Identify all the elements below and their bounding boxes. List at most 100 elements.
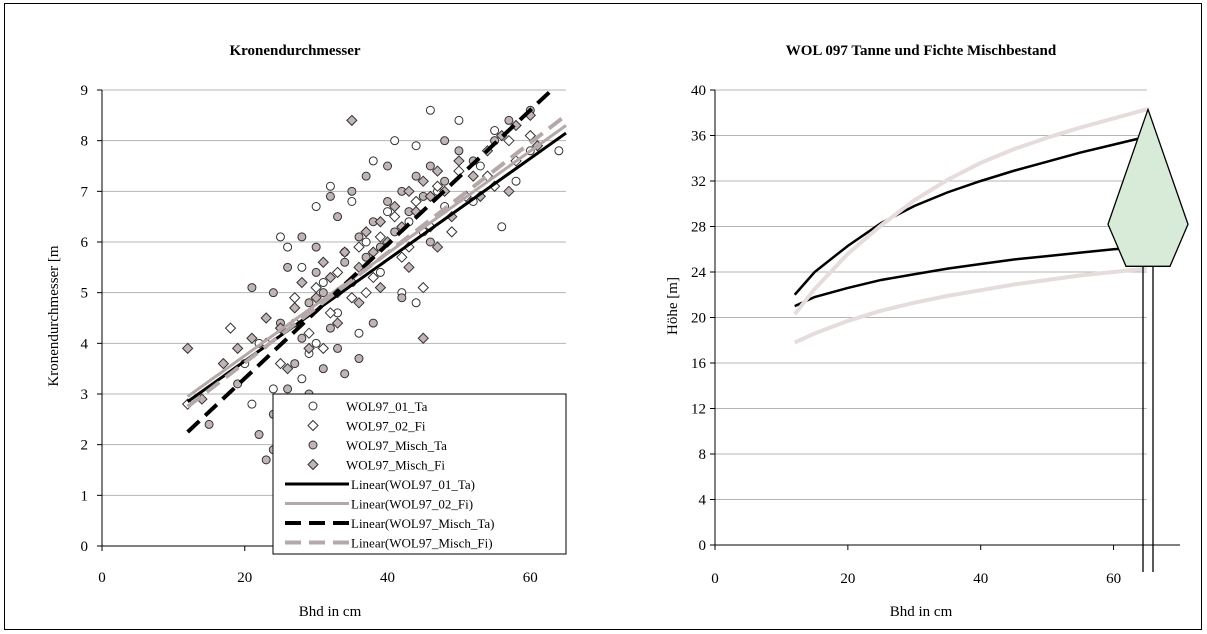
data-point [290,359,300,369]
right-series [793,107,1148,345]
data-point [340,257,350,267]
right-x-tick-label: 20 [840,571,855,587]
height-curve [793,266,1147,345]
left-x-tick-label: 60 [523,570,538,586]
right-y-tick-label: 0 [699,538,707,554]
legend-entry-label: WOL97_02_Fi [346,419,426,434]
data-point [383,161,393,171]
right-y-tick-label: 36 [691,129,707,145]
legend-entry-label: Linear(WOL97_02_Fi) [351,497,473,512]
right-y-tick-label: 28 [691,220,706,236]
right-x-tick-label: 40 [973,571,988,587]
figure-frame [4,3,1202,630]
trend-line [186,124,567,398]
data-point [296,276,308,289]
data-point [303,327,315,339]
height-curve [794,245,1147,308]
data-point [318,288,328,298]
data-point [347,196,357,206]
data-point [360,286,372,299]
data-point [446,226,458,238]
data-point [403,261,415,274]
data-point [554,146,564,156]
right-y-tick-label: 16 [691,356,707,372]
height-curve [793,107,1148,316]
data-point [231,342,244,355]
data-point [339,246,351,258]
data-point [431,180,444,192]
data-point [353,241,365,253]
data-point [289,302,301,314]
data-point [397,293,407,303]
data-point [454,146,464,156]
left-series [181,88,568,465]
right-y-tick-label: 40 [691,83,706,99]
data-point [353,297,365,309]
legend-entry-label: Linear(WOL97_01_Ta) [351,477,475,492]
data-point [247,283,257,293]
data-point [324,307,337,319]
data-point [331,317,344,329]
trend-line [186,88,554,434]
data-point [217,357,230,370]
data-point [417,175,429,187]
data-point [307,419,319,432]
right-chart: 0 4 8 12 16 20 24 28 32 36 40 0 20 40 60 WOL 097 Tanne… [665,43,1189,620]
data-point [311,267,321,277]
data-point [181,342,194,355]
data-point [246,332,258,344]
data-point [503,134,515,147]
data-point [297,262,307,272]
data-point [411,141,421,151]
data-point [374,281,387,294]
left-y-tick-label: 1 [81,488,89,504]
data-point [274,357,287,370]
data-point [361,252,371,262]
left-y-tick-label: 6 [81,235,89,251]
right-y-tick-label: 24 [691,265,707,281]
data-point [361,237,371,247]
left-legend: WOL97_01_Ta WOL97_02_Fi WOL97_Misch_Ta WOL9… [272,393,567,555]
data-point [304,298,314,308]
data-point [424,190,437,203]
data-point [346,292,358,304]
data-point [440,136,450,146]
data-point [453,155,465,167]
right-x-tick-label: 60 [1106,571,1121,587]
data-point [374,216,387,228]
left-y-tick-label: 4 [81,336,89,352]
data-point [354,328,364,338]
right-y-tick-label: 8 [699,447,707,463]
data-point [388,200,401,213]
data-point [396,251,408,263]
data-point [367,271,379,284]
data-point [411,298,421,308]
left-y-tick-label: 5 [81,286,89,302]
left-y-tick-label: 3 [81,387,89,403]
data-point [311,242,321,252]
data-point [333,343,343,353]
trend-line [186,113,568,409]
data-point [511,176,521,186]
legend-entry-label: WOL97_Misch_Fi [346,458,445,473]
data-point [333,212,343,222]
data-point [425,237,435,247]
right-y-tick-label: 20 [691,311,706,327]
data-point [504,115,514,125]
data-point [224,322,237,334]
data-point [311,202,321,212]
right-y-tick-label: 32 [691,174,706,190]
data-point [497,222,507,232]
data-point [490,126,500,136]
data-point [325,323,335,333]
data-point [417,281,429,294]
data-point [346,114,358,127]
left-x-tick-label: 20 [237,570,252,586]
data-point [440,176,450,186]
right-y-tick-label: 4 [699,493,707,509]
data-point [383,207,393,217]
data-point [297,333,307,343]
left-y-tick-label: 0 [81,539,89,555]
height-curve [793,135,1148,296]
data-point [317,342,329,355]
